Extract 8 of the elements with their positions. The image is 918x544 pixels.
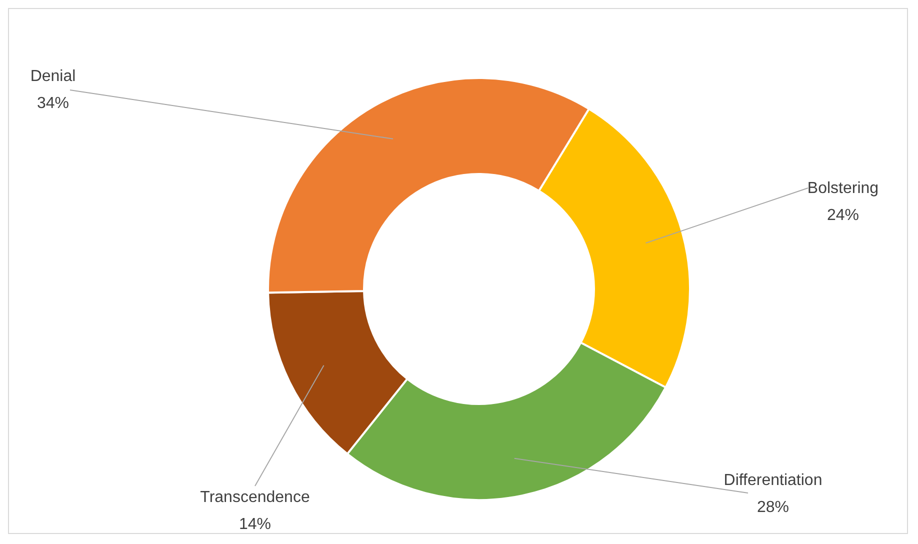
slice-label: Bolstering bbox=[807, 180, 879, 197]
data-label: 28% bbox=[756, 499, 790, 516]
slice-label: Differentiation bbox=[724, 472, 822, 489]
data-label: 24% bbox=[826, 207, 860, 224]
slice-label: Denial bbox=[30, 68, 76, 85]
data-label: 34% bbox=[36, 95, 70, 112]
slice-label: Transcendence bbox=[200, 489, 310, 506]
data-label: 14% bbox=[238, 516, 272, 533]
